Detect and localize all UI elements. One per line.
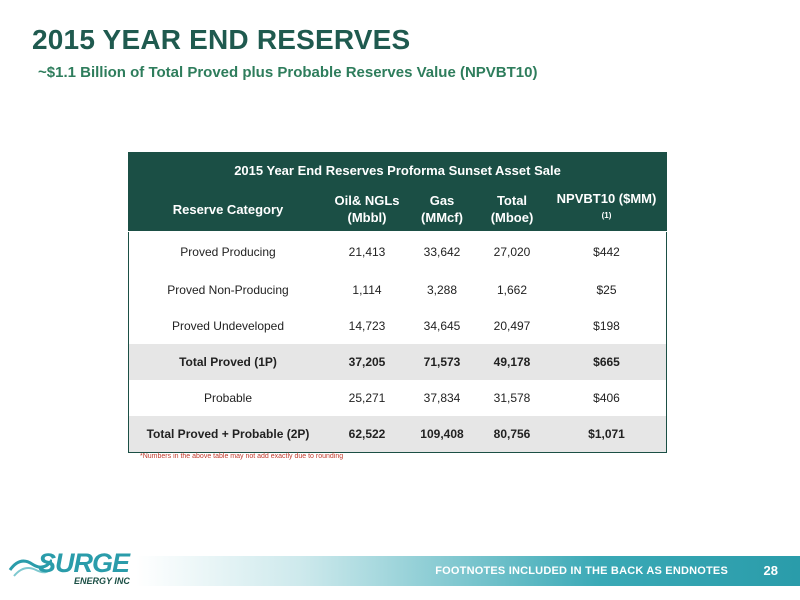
- header-oil-ngls: Oil& NGLs (Mbbl): [327, 187, 407, 232]
- cell-npv: $665: [547, 344, 667, 380]
- page-number: 28: [763, 563, 778, 578]
- header-reserve-category: Reserve Category: [128, 187, 327, 232]
- cell-category: Proved Undeveloped: [171, 319, 285, 333]
- cell-oil: 62,522: [327, 416, 407, 453]
- table-row: Proved Undeveloped 14,723 34,645 20,497 …: [129, 308, 667, 344]
- rounding-note: *Numbers in the above table may not add …: [140, 453, 344, 460]
- cell-total: 31,578: [493, 391, 531, 405]
- cell-gas: 34,645: [423, 319, 461, 333]
- cell-npv: $406: [593, 391, 620, 405]
- company-logo: SURGE ENERGY INC: [8, 548, 132, 592]
- cell-category: Total Proved + Probable (2P): [128, 416, 327, 453]
- header-gas: Gas (MMcf): [407, 187, 477, 232]
- cell-npv: $25: [596, 283, 617, 297]
- cell-npv: $198: [593, 319, 620, 333]
- logo-subtitle: ENERGY INC: [74, 576, 130, 586]
- wave-icon: [8, 559, 52, 577]
- table-row: Proved Non-Producing 1,114 3,288 1,662 $…: [129, 272, 667, 308]
- cell-total: 20,497: [493, 319, 531, 333]
- footer-band: FOOTNOTES INCLUDED IN THE BACK AS ENDNOT…: [136, 556, 800, 586]
- cell-oil: 37,205: [327, 344, 407, 380]
- reserves-table: 2015 Year End Reserves Proforma Sunset A…: [128, 152, 667, 453]
- cell-category: Probable: [203, 391, 253, 405]
- cell-total: 80,756: [477, 416, 547, 453]
- cell-gas: 3,288: [426, 283, 458, 297]
- cell-total: 27,020: [493, 245, 531, 259]
- cell-gas: 33,642: [423, 245, 461, 259]
- cell-category: Proved Non-Producing: [167, 283, 289, 297]
- logo-wordmark: SURGE: [38, 548, 130, 578]
- page-subtitle: ~$1.1 Billion of Total Proved plus Proba…: [38, 64, 538, 81]
- cell-npv: $442: [593, 245, 620, 259]
- table-caption: 2015 Year End Reserves Proforma Sunset A…: [128, 152, 667, 187]
- cell-npv: $1,071: [547, 416, 667, 453]
- cell-category: Total Proved (1P): [128, 344, 327, 380]
- cell-oil: 21,413: [348, 245, 386, 259]
- header-total: Total (Mboe): [477, 187, 547, 232]
- table-row: Proved Producing 21,413 33,642 27,020 $4…: [129, 232, 667, 273]
- footer-text: FOOTNOTES INCLUDED IN THE BACK AS ENDNOT…: [435, 565, 728, 577]
- cell-total: 1,662: [496, 283, 528, 297]
- cell-total: 49,178: [477, 344, 547, 380]
- header-npvbt10: NPVBT10 ($MM) (1): [547, 187, 667, 232]
- cell-gas: 109,408: [407, 416, 477, 453]
- cell-oil: 25,271: [348, 391, 386, 405]
- cell-gas: 71,573: [407, 344, 477, 380]
- table-row-total-2p: Total Proved + Probable (2P) 62,522 109,…: [128, 416, 667, 453]
- table-row-total-proved: Total Proved (1P) 37,205 71,573 49,178 $…: [128, 344, 667, 380]
- cell-category: Proved Producing: [180, 245, 276, 259]
- table-row: Probable 25,271 37,834 31,578 $406: [129, 380, 667, 416]
- cell-oil: 1,114: [352, 283, 382, 297]
- cell-oil: 14,723: [348, 319, 386, 333]
- page-title: 2015 YEAR END RESERVES: [32, 24, 411, 55]
- cell-gas: 37,834: [423, 391, 461, 405]
